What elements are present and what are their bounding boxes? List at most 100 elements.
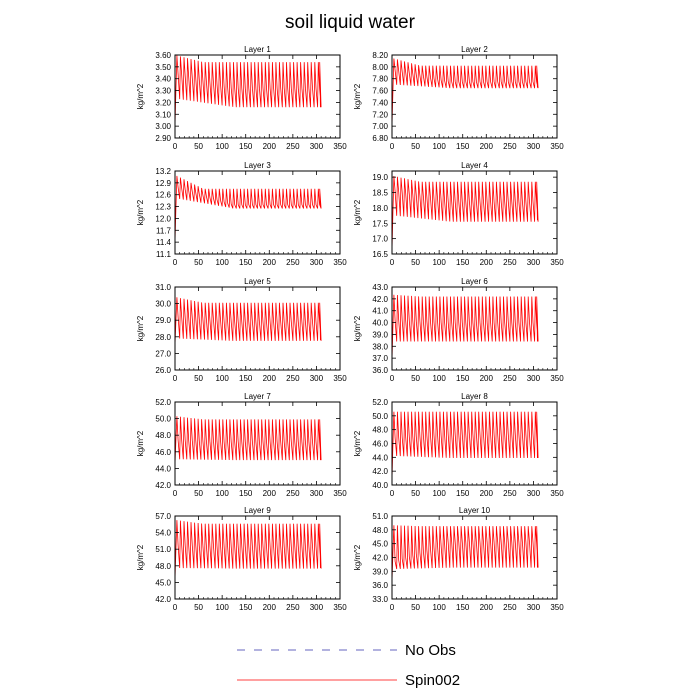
- x-tick-label: 100: [215, 603, 229, 612]
- y-tick-label: 50.0: [372, 412, 388, 421]
- y-tick-label: 27.0: [155, 349, 171, 358]
- y-tick-label: 18.5: [372, 189, 388, 198]
- y-tick-label: 29.0: [155, 316, 171, 325]
- plot-frame: [174, 515, 341, 600]
- legend: No Obs Spin002: [237, 642, 460, 689]
- panel-layer-9: Layer 9 kg/m^2 0 50 100 150 200 250 300 350 42.0 45…: [136, 506, 347, 612]
- x-tick-label: 150: [239, 142, 253, 151]
- x-tick-label: 0: [173, 142, 178, 151]
- y-tick-label: 45.0: [372, 540, 388, 549]
- y-tick-label: 11.1: [156, 250, 172, 259]
- x-tick-label: 300: [527, 374, 541, 383]
- plot-frame: [174, 170, 341, 255]
- x-tick-label: 350: [333, 258, 347, 267]
- panel-layer-6: Layer 6 kg/m^2 0 50 100 150 200 250 300 350 36.0 37…: [353, 277, 564, 383]
- x-tick-label: 250: [503, 142, 517, 151]
- x-tick-label: 150: [456, 374, 470, 383]
- x-tick-label: 50: [194, 489, 203, 498]
- y-tick-label: 48.0: [372, 426, 388, 435]
- y-tick-label: 40.0: [372, 481, 388, 490]
- x-tick-label: 200: [480, 142, 494, 151]
- y-tick-label: 51.0: [155, 545, 171, 554]
- y-tick-label: 2.90: [155, 134, 171, 143]
- panel-layer-2: Layer 2 kg/m^2 0 50 100 150 200 250 300 350 6.80 7.…: [353, 45, 564, 151]
- y-axis-label: kg/m^2: [353, 315, 362, 341]
- panel-layer-8: Layer 8 kg/m^2 0 50 100 150 200 250 300 350 40.0 42…: [353, 392, 564, 498]
- x-tick-label: 150: [456, 603, 470, 612]
- y-tick-label: 12.3: [155, 203, 171, 212]
- x-tick-label: 0: [173, 603, 178, 612]
- series-line-spin002: [175, 416, 322, 465]
- x-tick-label: 350: [333, 374, 347, 383]
- y-tick-label: 45.0: [155, 578, 171, 587]
- y-tick-label: 42.0: [372, 467, 388, 476]
- x-tick-label: 200: [263, 142, 277, 151]
- x-tick-label: 100: [215, 142, 229, 151]
- x-tick-label: 300: [527, 603, 541, 612]
- x-tick-label: 50: [411, 489, 420, 498]
- x-tick-label: 0: [390, 142, 395, 151]
- panel-title: Layer 4: [461, 161, 488, 170]
- series-line-spin002: [392, 58, 539, 127]
- x-tick-label: 350: [550, 258, 564, 267]
- x-tick-label: 300: [310, 489, 324, 498]
- x-tick-label: 50: [411, 142, 420, 151]
- x-tick-label: 250: [286, 489, 300, 498]
- x-tick-label: 150: [239, 258, 253, 267]
- x-tick-label: 300: [310, 258, 324, 267]
- y-tick-label: 12.9: [155, 179, 171, 188]
- plot-frame: [391, 286, 558, 371]
- y-tick-label: 3.60: [155, 51, 171, 60]
- y-tick-label: 12.0: [155, 214, 171, 223]
- x-tick-label: 100: [215, 489, 229, 498]
- x-tick-label: 50: [194, 258, 203, 267]
- y-tick-label: 44.0: [372, 453, 388, 462]
- y-tick-label: 36.0: [372, 366, 388, 375]
- y-tick-label: 3.10: [155, 110, 171, 119]
- x-tick-label: 350: [333, 142, 347, 151]
- x-tick-label: 150: [456, 258, 470, 267]
- x-tick-label: 250: [286, 374, 300, 383]
- series-line-spin002: [175, 297, 322, 346]
- x-tick-label: 150: [239, 374, 253, 383]
- y-tick-label: 3.00: [155, 122, 171, 131]
- panel-title: Layer 5: [244, 277, 271, 286]
- x-tick-label: 350: [550, 374, 564, 383]
- x-tick-label: 250: [286, 142, 300, 151]
- x-tick-label: 150: [456, 142, 470, 151]
- x-tick-label: 50: [411, 603, 420, 612]
- x-tick-label: 250: [503, 374, 517, 383]
- x-tick-label: 250: [286, 603, 300, 612]
- x-tick-label: 250: [503, 603, 517, 612]
- x-tick-label: 0: [390, 374, 395, 383]
- x-tick-label: 100: [215, 374, 229, 383]
- x-tick-label: 350: [550, 603, 564, 612]
- series-line-spin002: [392, 525, 539, 582]
- x-tick-label: 250: [286, 258, 300, 267]
- y-tick-label: 42.0: [155, 595, 171, 604]
- panel-title: Layer 2: [461, 45, 488, 54]
- y-axis-label: kg/m^2: [353, 83, 362, 109]
- y-tick-label: 7.20: [372, 110, 388, 119]
- y-tick-label: 6.80: [372, 134, 388, 143]
- y-tick-label: 36.0: [372, 581, 388, 590]
- y-tick-label: 54.0: [155, 529, 171, 538]
- y-tick-label: 42.0: [372, 554, 388, 563]
- y-tick-label: 39.0: [372, 330, 388, 339]
- y-tick-label: 7.00: [372, 122, 388, 131]
- y-axis-label: kg/m^2: [353, 544, 362, 570]
- y-tick-label: 52.0: [372, 398, 388, 407]
- y-tick-label: 46.0: [155, 448, 171, 457]
- panel-title: Layer 7: [244, 392, 271, 401]
- y-tick-label: 3.50: [155, 63, 171, 72]
- y-tick-label: 48.0: [372, 526, 388, 535]
- y-tick-label: 18.0: [372, 204, 388, 213]
- x-tick-label: 50: [411, 258, 420, 267]
- y-tick-label: 40.0: [372, 319, 388, 328]
- y-axis-label: kg/m^2: [136, 199, 145, 225]
- y-axis-label: kg/m^2: [136, 430, 145, 456]
- x-tick-label: 100: [432, 258, 446, 267]
- x-tick-label: 200: [480, 374, 494, 383]
- panel-title: Layer 10: [459, 506, 491, 515]
- y-tick-label: 46.0: [372, 440, 388, 449]
